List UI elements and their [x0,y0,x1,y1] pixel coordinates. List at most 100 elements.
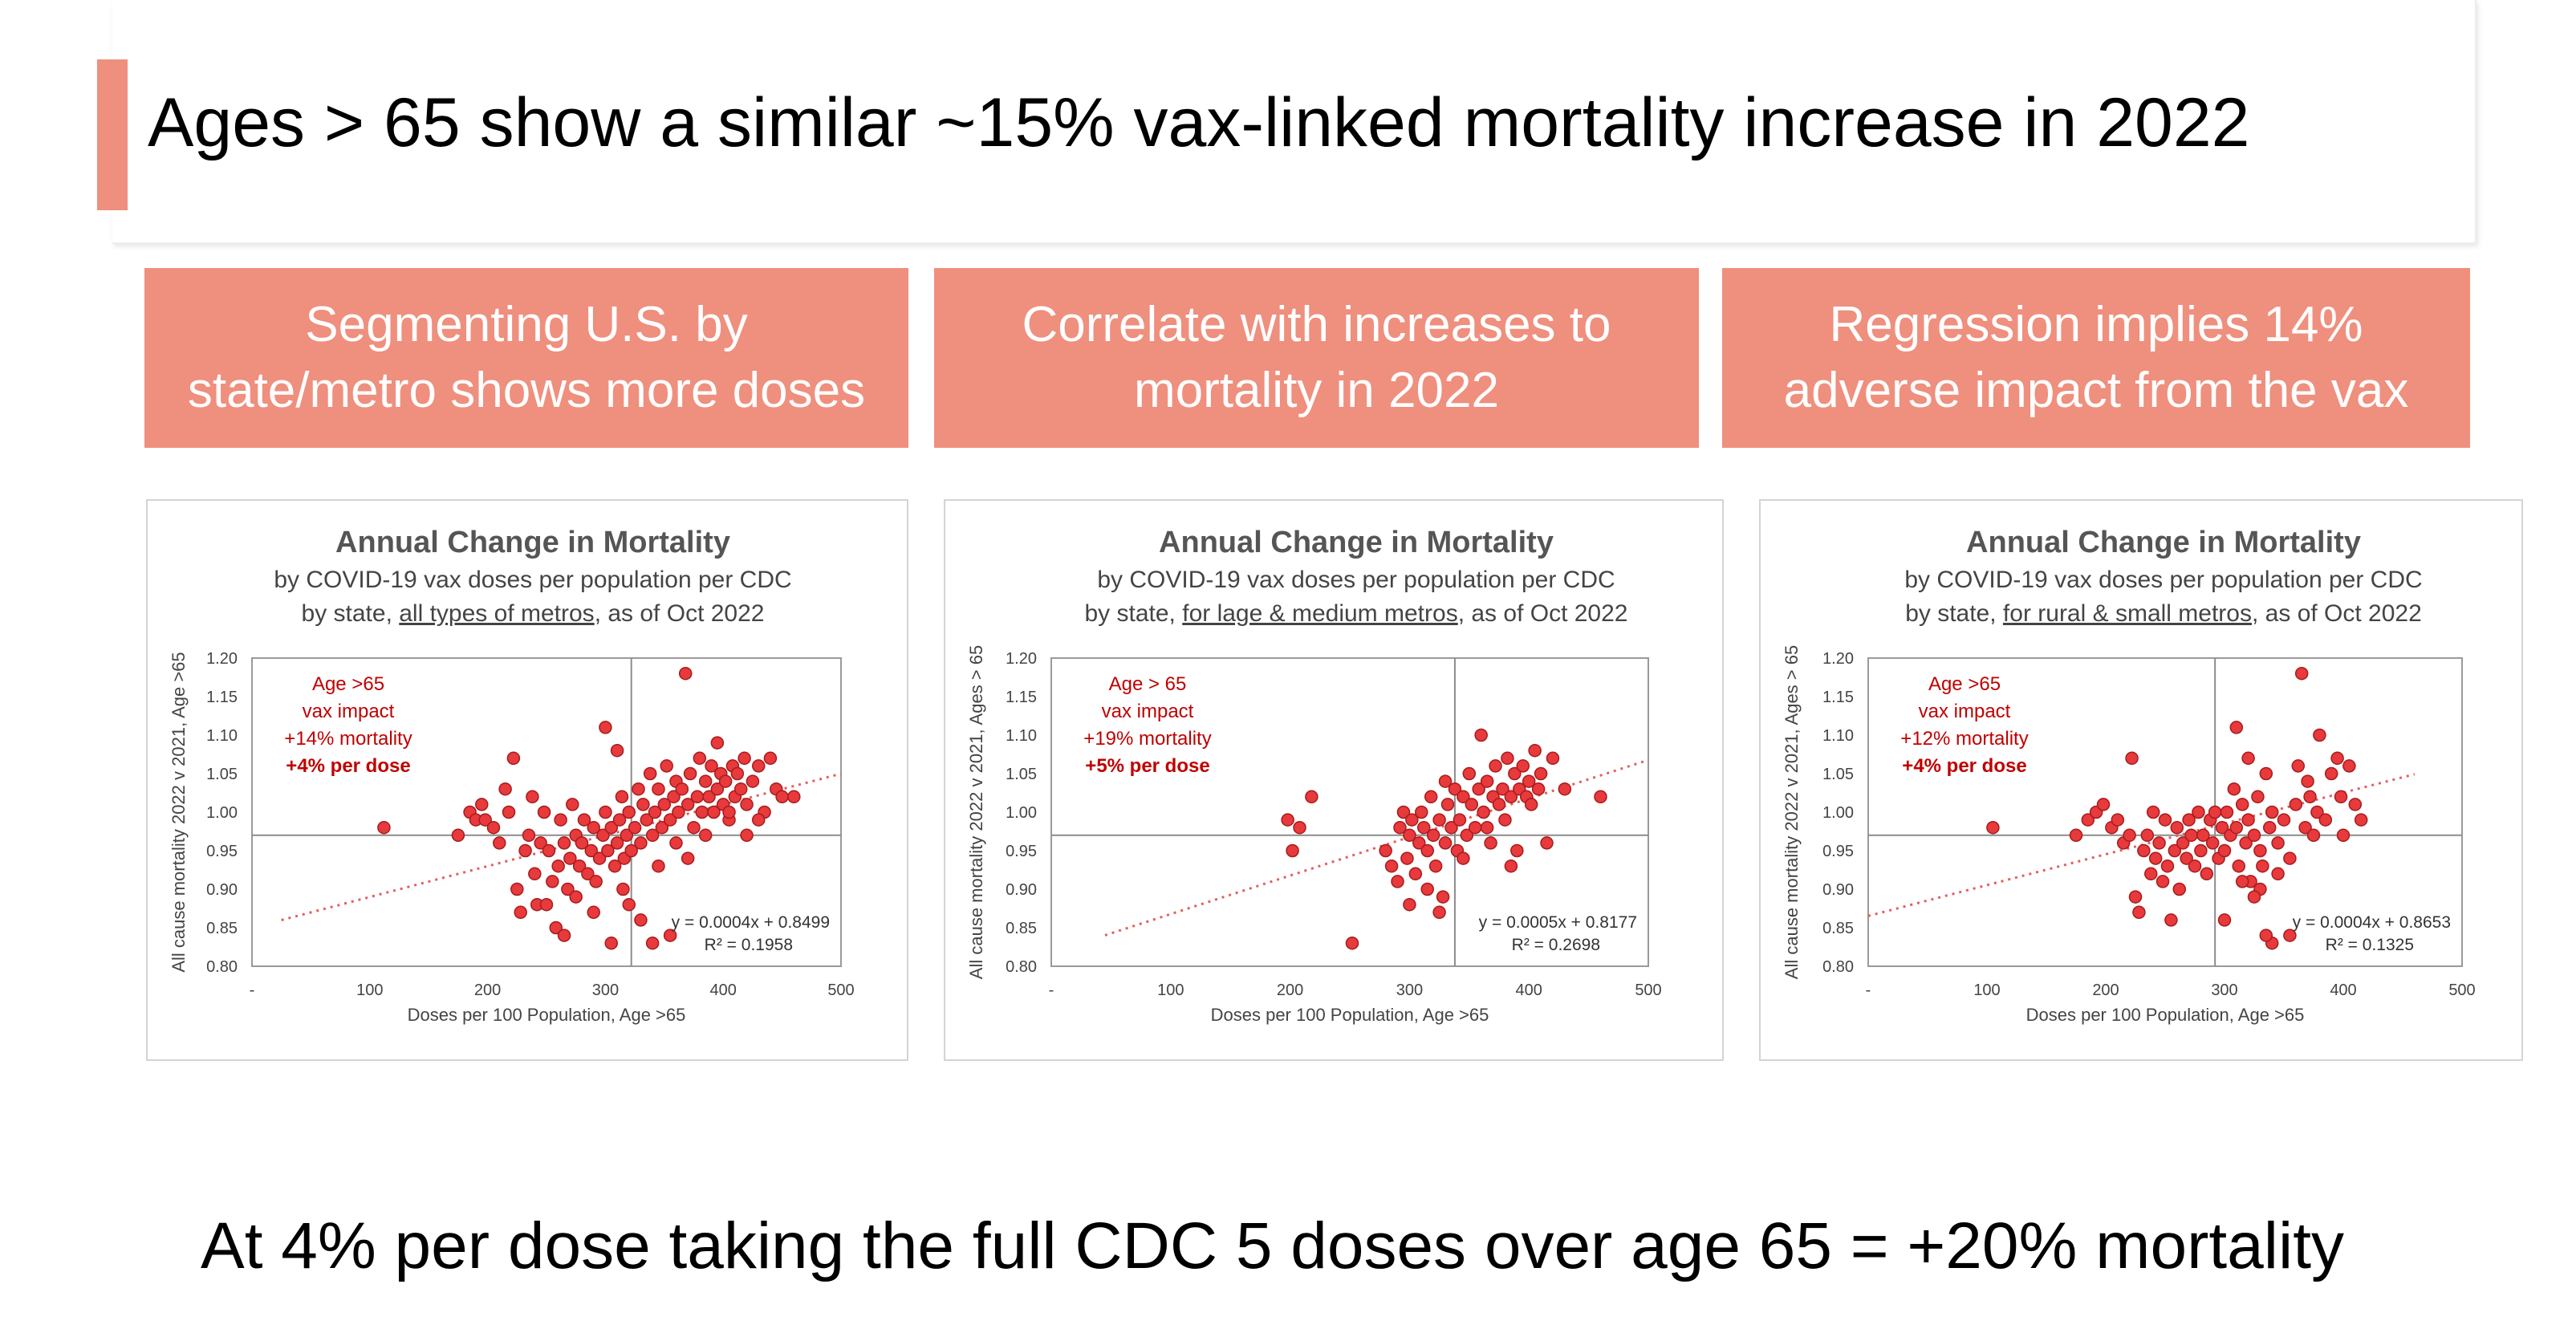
data-point [2125,751,2139,766]
annotation-line: +12% mortality [1900,728,2028,750]
data-point [1540,836,1554,850]
data-point [669,836,683,850]
data-point [2298,820,2312,835]
data-point [2188,859,2202,873]
data-point [1480,774,1494,788]
data-point [2215,820,2229,835]
data-point [693,751,707,766]
data-point [643,766,657,781]
data-point [710,782,725,796]
data-point [2313,728,2326,742]
y-tick-label: 1.20 [1822,650,1854,668]
annotation-line: +19% mortality [1083,728,1211,750]
data-point [634,913,648,927]
data-point [589,875,603,888]
data-point [2253,843,2267,858]
x-tick-label: - [1866,981,1871,999]
data-point [695,805,709,819]
data-point [1558,782,1572,796]
data-point [1436,890,1450,904]
subtitle-prefix: by state, [1905,600,2003,627]
chart-svg-large-medium-metros: Annual Change in Mortality by COVID-19 va… [966,526,1662,1025]
data-point [2291,759,2306,773]
data-point [622,805,636,819]
data-point [1534,766,1548,781]
data-point [2239,836,2253,850]
data-point [2194,843,2208,858]
data-point [486,820,501,835]
data-point [1528,743,1542,758]
annotation-line: vax impact [1919,701,2011,722]
data-point [607,859,622,873]
data-point [1468,820,1482,835]
data-point [751,759,766,773]
data-point [2172,882,2187,896]
annotation-line: Age > 65 [1109,673,1187,695]
data-point [2160,859,2175,873]
data-point [1457,851,1470,865]
data-point [705,759,718,773]
data-point [652,859,665,873]
data-point [2265,805,2279,819]
data-point [645,936,660,950]
x-axis-label: Doses per 100 Population, Age >65 [2026,1005,2305,1025]
data-point [683,766,697,781]
data-point [681,851,695,865]
data-point [1420,882,1434,896]
data-point [2251,790,2265,804]
chart-title: Annual Change in Mortality [335,526,730,559]
data-point [2259,766,2273,781]
data-point [1531,782,1546,796]
data-point [2146,805,2160,819]
y-tick-label: 0.95 [1822,843,1854,860]
data-point [1508,766,1522,781]
regression-equation: y = 0.0004x + 0.8499 [672,913,830,932]
x-tick-label: 100 [356,981,383,999]
data-point [698,828,713,843]
chart-subtitle: by COVID-19 vax doses per population per… [1904,567,2422,593]
data-point [657,798,672,811]
data-point [599,721,612,734]
data-point [2140,828,2155,843]
x-tick-label: 500 [1635,981,1661,999]
y-tick-label: 1.20 [1006,650,1037,668]
data-point [610,836,624,850]
data-point [2283,929,2297,942]
data-point [2200,867,2214,881]
data-point [2324,766,2338,781]
data-point [587,820,600,835]
data-point [632,782,645,796]
data-point [667,790,681,804]
data-point [1492,798,1506,811]
data-point [1393,820,1407,835]
data-point [2184,828,2198,843]
data-point [2158,813,2172,827]
data-point [1504,790,1518,804]
data-point [2132,905,2146,920]
data-point [1474,728,1488,742]
data-point [1379,843,1392,858]
chart-svg-rural-small-metros: Annual Change in Mortality by COVID-19 va… [1782,526,2476,1025]
data-point [687,820,701,835]
footer-conclusion: At 4% per dose taking the full CDC 5 dos… [201,1209,2345,1282]
data-point [652,782,665,796]
data-point [569,890,583,904]
chart-title: Annual Change in Mortality [1159,526,1554,559]
header-box-segmenting: Segmenting U.S. by state/metro shows mor… [144,268,908,448]
data-point [1391,875,1404,888]
y-axis-label: All cause mortality 2022 v 2021, Age >65 [169,652,189,972]
data-point [610,743,624,758]
data-point [640,813,654,827]
data-point [506,751,521,766]
data-point [518,843,532,858]
data-point [502,805,516,819]
data-point [1432,813,1446,827]
data-point [1403,897,1416,912]
data-point [2289,798,2303,811]
data-point [1424,790,1438,804]
data-point [622,897,636,912]
data-point [2192,805,2205,819]
data-point [528,867,542,881]
data-point [572,859,587,873]
data-point [1345,936,1359,950]
